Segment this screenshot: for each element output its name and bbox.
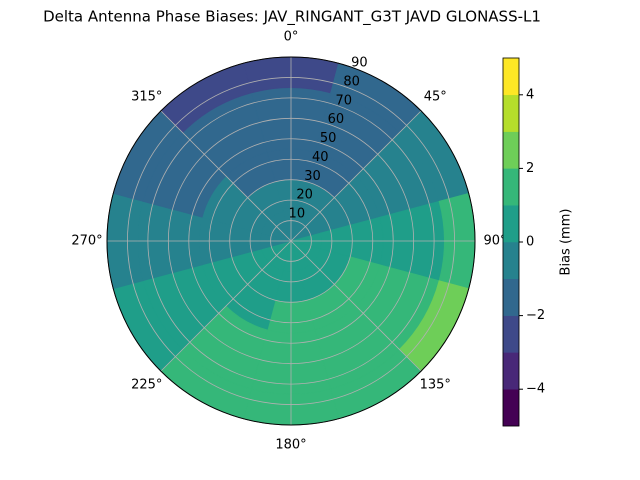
grid-spoke xyxy=(290,110,422,242)
colorbar-segment xyxy=(502,204,520,243)
colorbar-segment xyxy=(502,315,520,353)
colorbar-tick-label: 4 xyxy=(526,87,534,102)
colorbar-segment xyxy=(502,168,520,206)
chart-title: Delta Antenna Phase Biases: JAV_RINGANT_… xyxy=(43,8,541,27)
colorbar-segment xyxy=(502,57,520,96)
theta-tick-label: 90° xyxy=(483,234,506,249)
r-tick-label: 20 xyxy=(296,188,313,203)
theta-tick-label: 270° xyxy=(71,234,102,249)
grid-spoke xyxy=(160,240,292,372)
colorbar-segment xyxy=(502,94,520,132)
colorbar-segment xyxy=(502,278,520,316)
polar-frame xyxy=(106,56,476,426)
r-tick-label: 70 xyxy=(335,93,352,108)
theta-tick-label: 0° xyxy=(284,30,299,45)
colorbar-tick-label: −4 xyxy=(526,382,545,397)
colorbar-label: Bias (mm) xyxy=(559,209,574,276)
r-tick-label: 50 xyxy=(320,131,337,146)
r-tick-label: 10 xyxy=(289,207,306,222)
r-tick-label: 60 xyxy=(328,112,345,127)
theta-tick-label: 315° xyxy=(131,89,162,104)
theta-tick-label: 45° xyxy=(424,89,447,104)
theta-tick-label: 135° xyxy=(420,378,451,393)
colorbar-segment xyxy=(502,352,520,390)
colorbar-tick-label: −2 xyxy=(526,308,545,323)
grid-spoke xyxy=(290,240,422,372)
theta-tick-label: 180° xyxy=(275,438,306,453)
colorbar-segment xyxy=(502,241,520,280)
r-tick-label: 80 xyxy=(343,74,360,89)
colorbar-tick-label: 2 xyxy=(526,161,534,176)
r-tick-label: 30 xyxy=(304,169,321,184)
grid-spoke xyxy=(160,110,292,242)
theta-tick-label: 225° xyxy=(131,378,162,393)
colorbar-segment xyxy=(502,388,520,427)
colorbar-tick-label: 0 xyxy=(526,235,534,250)
colorbar-segment xyxy=(502,131,520,169)
r-tick-label: 40 xyxy=(312,150,329,165)
r-tick-label: 90 xyxy=(351,56,368,71)
